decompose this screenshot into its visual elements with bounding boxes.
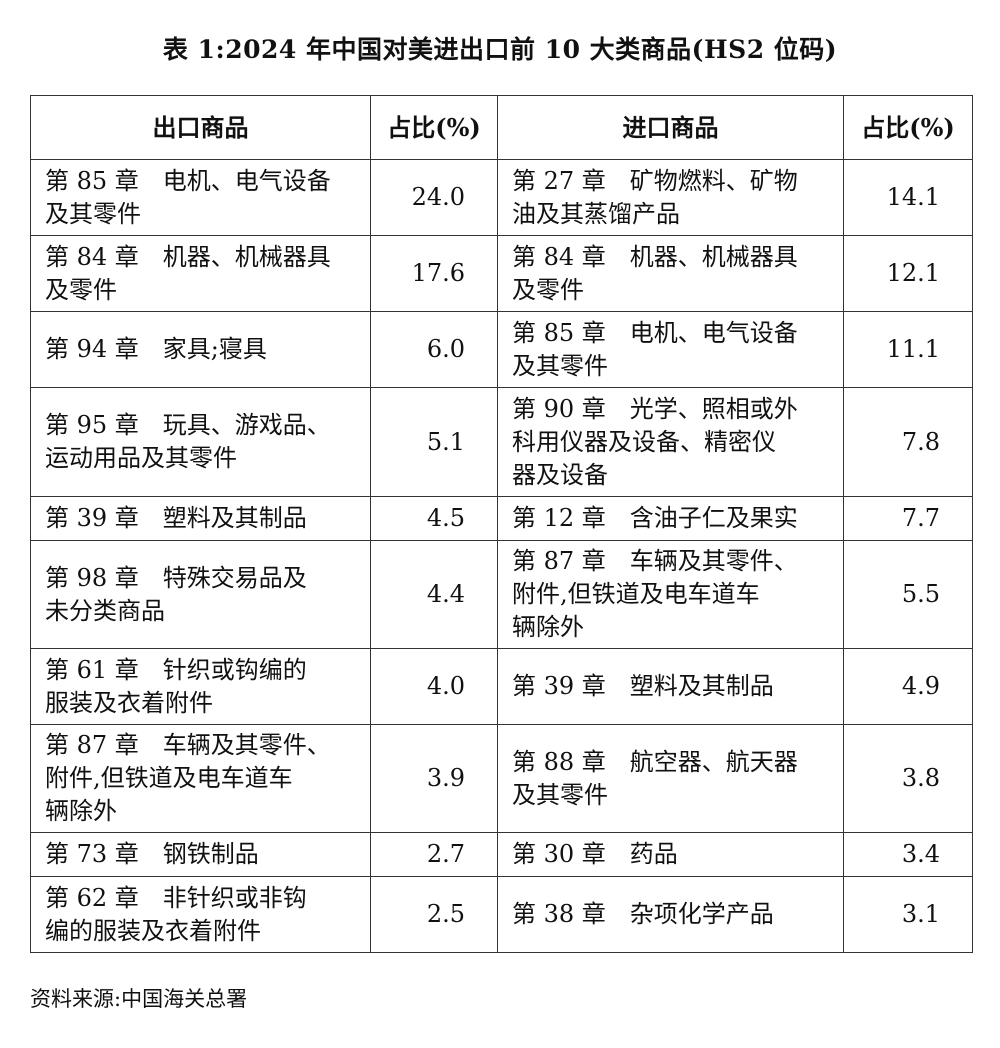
table-row: 第 94 章 家具;寝具 6.0 第 85 章 电机、电气设备 及其零件 11.1 [30,311,973,388]
table-row: 第 39 章 塑料及其制品 4.5 第 12 章 含油子仁及果实 7.7 [30,496,973,541]
header-export: 出口商品 [30,95,371,160]
export-share: 6.0 [370,311,498,388]
import-share: 3.8 [843,724,973,833]
import-share: 11.1 [843,311,973,388]
import-goods: 第 30 章 药品 [497,832,844,877]
export-share: 2.5 [370,876,498,953]
export-share: 4.0 [370,648,498,725]
import-share: 3.1 [843,876,973,953]
import-share: 14.1 [843,159,973,236]
import-goods: 第 27 章 矿物燃料、矿物 油及其蒸馏产品 [497,159,844,236]
export-goods: 第 94 章 家具;寝具 [30,311,371,388]
export-share: 3.9 [370,724,498,833]
export-goods: 第 39 章 塑料及其制品 [30,496,371,541]
export-goods: 第 85 章 电机、电气设备 及其零件 [30,159,371,236]
table-row: 第 62 章 非针织或非钩 编的服装及衣着附件 2.5 第 38 章 杂项化学产品 3… [30,876,973,953]
import-goods: 第 12 章 含油子仁及果实 [497,496,844,541]
import-goods: 第 85 章 电机、电气设备 及其零件 [497,311,844,388]
export-goods: 第 73 章 钢铁制品 [30,832,371,877]
header-import-share: 占比(%) [843,95,973,160]
source-note: 资料来源:中国海关总署 [30,987,248,1011]
import-share: 3.4 [843,832,973,877]
export-share: 24.0 [370,159,498,236]
table-row: 第 95 章 玩具、游戏品、 运动用品及其零件 5.1 第 90 章 光学、照相或外… [30,387,973,497]
import-share: 7.8 [843,387,973,497]
export-share: 4.4 [370,540,498,649]
export-share: 5.1 [370,387,498,497]
export-share: 17.6 [370,235,498,312]
import-share: 4.9 [843,648,973,725]
import-goods: 第 39 章 塑料及其制品 [497,648,844,725]
import-goods: 第 87 章 车辆及其零件、 附件,但铁道及电车道车 辆除外 [497,540,844,649]
table-row: 第 84 章 机器、机械器具 及零件 17.6 第 84 章 机器、机械器具 及零件… [30,235,973,312]
export-goods: 第 61 章 针织或钩编的 服装及衣着附件 [30,648,371,725]
table-row: 第 98 章 特殊交易品及 未分类商品 4.4 第 87 章 车辆及其零件、 附件,… [30,540,973,649]
import-share: 12.1 [843,235,973,312]
export-share: 2.7 [370,832,498,877]
export-share: 4.5 [370,496,498,541]
export-goods: 第 84 章 机器、机械器具 及零件 [30,235,371,312]
export-goods: 第 87 章 车辆及其零件、 附件,但铁道及电车道车 辆除外 [30,724,371,833]
trade-table: 出口商品 占比(%) 进口商品 占比(%) 第 85 章 电机、电气设备 及其零… [30,95,973,953]
export-goods: 第 98 章 特殊交易品及 未分类商品 [30,540,371,649]
header-row: 出口商品 占比(%) 进口商品 占比(%) [30,95,973,160]
import-share: 5.5 [843,540,973,649]
table-row: 第 85 章 电机、电气设备 及其零件 24.0 第 27 章 矿物燃料、矿物 油及… [30,159,973,236]
export-goods: 第 95 章 玩具、游戏品、 运动用品及其零件 [30,387,371,497]
table-row: 第 61 章 针织或钩编的 服装及衣着附件 4.0 第 39 章 塑料及其制品 4.9 [30,648,973,725]
table-title: 表 1:2024 年中国对美进出口前 10 大类商品(HS2 位码) [162,35,838,64]
table-row: 第 73 章 钢铁制品 2.7 第 30 章 药品 3.4 [30,832,973,877]
table-row: 第 87 章 车辆及其零件、 附件,但铁道及电车道车 辆除外 3.9 第 88 章 … [30,724,973,833]
header-export-share: 占比(%) [370,95,498,160]
import-goods: 第 38 章 杂项化学产品 [497,876,844,953]
header-import: 进口商品 [497,95,844,160]
import-goods: 第 90 章 光学、照相或外 科用仪器及设备、精密仪 器及设备 [497,387,844,497]
import-goods: 第 88 章 航空器、航天器 及其零件 [497,724,844,833]
import-share: 7.7 [843,496,973,541]
import-goods: 第 84 章 机器、机械器具 及零件 [497,235,844,312]
export-goods: 第 62 章 非针织或非钩 编的服装及衣着附件 [30,876,371,953]
